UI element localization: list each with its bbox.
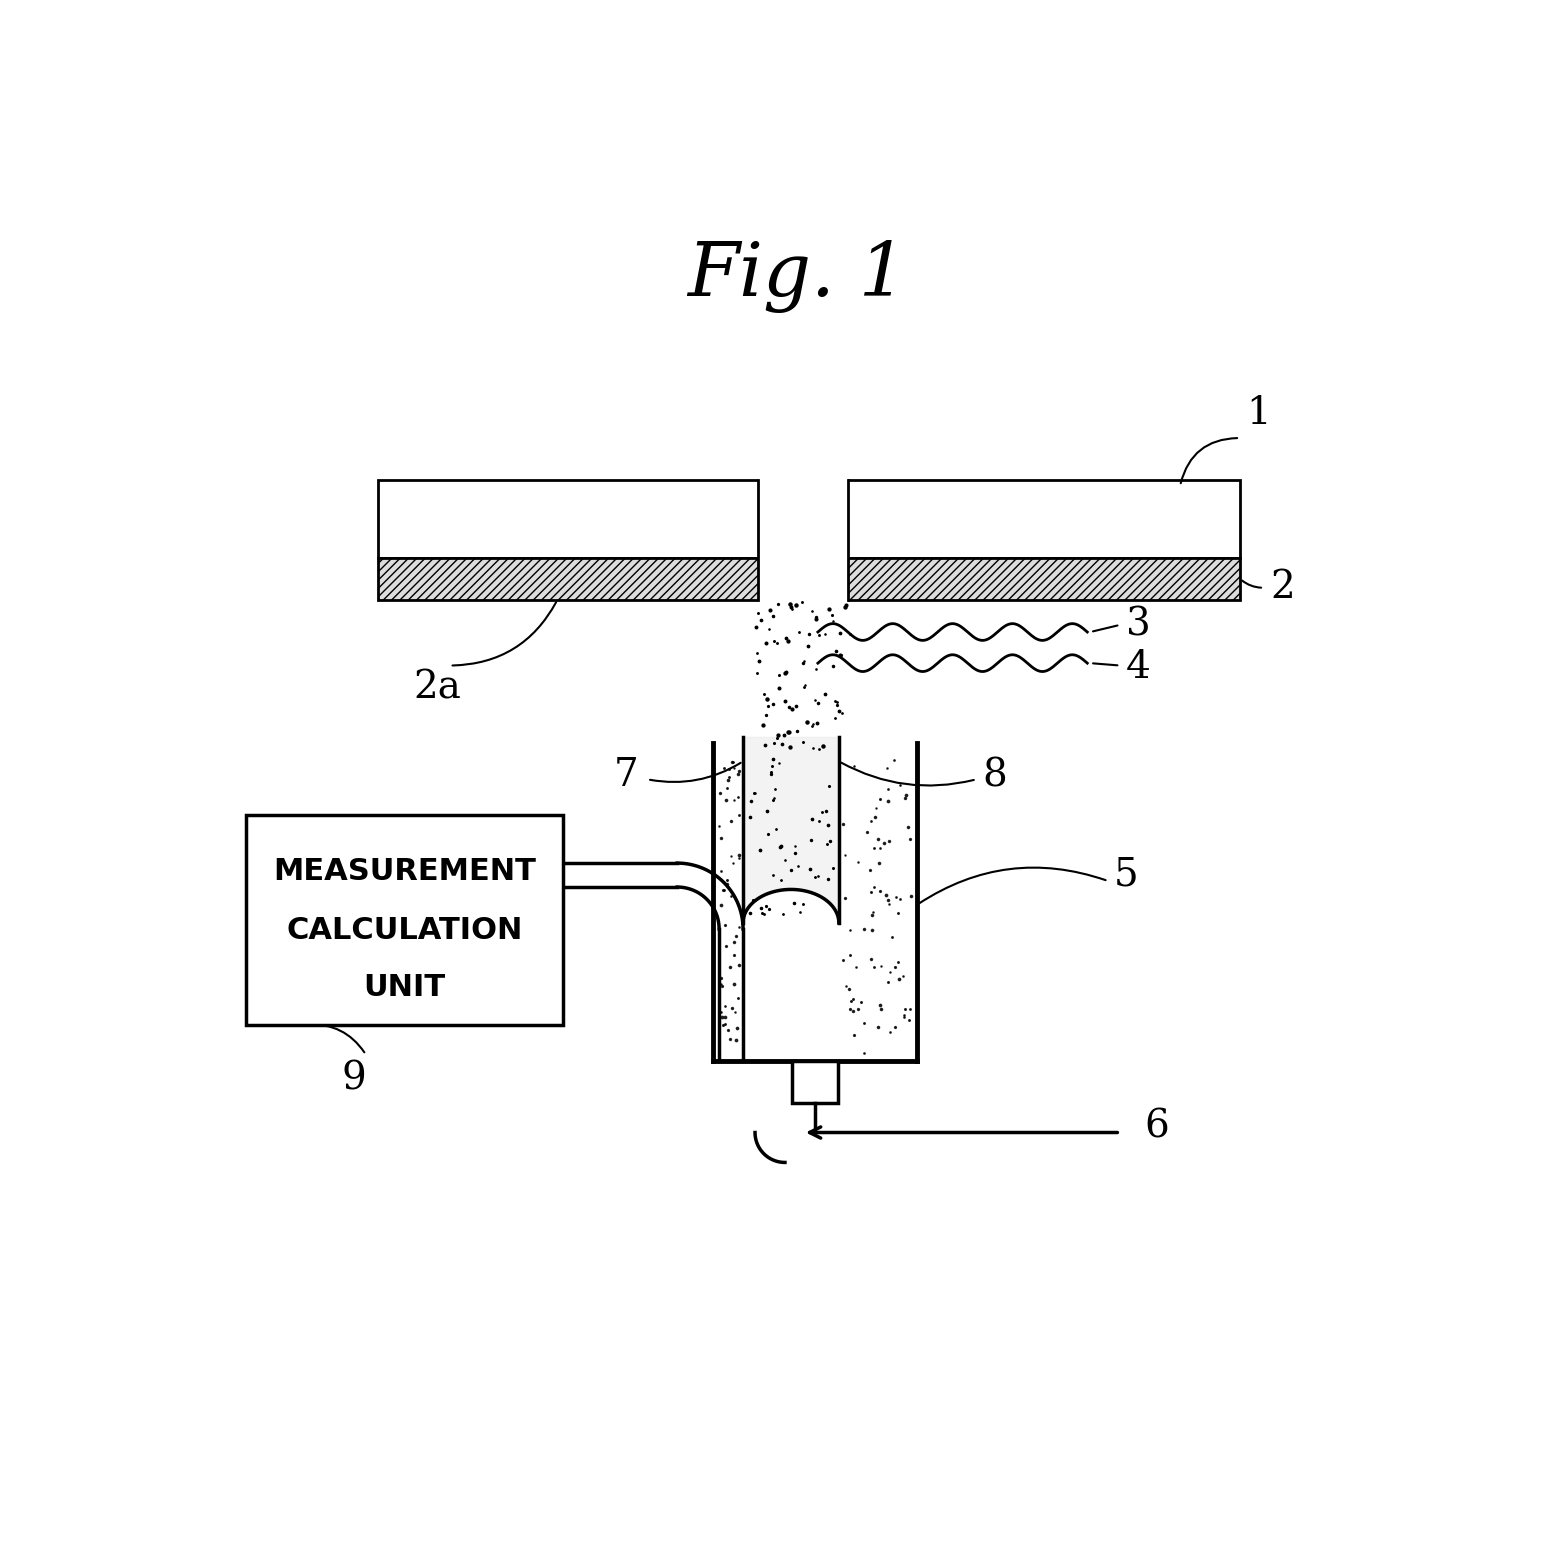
Text: MEASUREMENT: MEASUREMENT: [274, 857, 536, 886]
Bar: [378, 480, 1239, 558]
Text: 6: 6: [1144, 1109, 1169, 1144]
Text: 2: 2: [1270, 569, 1295, 606]
Text: 3: 3: [1126, 606, 1151, 644]
Bar: [757, 476, 847, 603]
Text: Fig. 1: Fig. 1: [687, 239, 907, 313]
Text: 1: 1: [1246, 395, 1270, 432]
Polygon shape: [743, 737, 838, 924]
Bar: [791, 1061, 838, 1102]
Text: CALCULATION: CALCULATION: [286, 916, 522, 945]
Text: 8: 8: [983, 757, 1008, 795]
Bar: [246, 815, 563, 1025]
Bar: [378, 558, 1239, 600]
Text: 5: 5: [1115, 857, 1138, 894]
Text: 7: 7: [614, 757, 639, 795]
Text: UNIT: UNIT: [364, 972, 446, 1001]
Text: 9: 9: [342, 1061, 367, 1098]
Text: 4: 4: [1126, 650, 1151, 686]
Text: 2a: 2a: [414, 669, 462, 706]
